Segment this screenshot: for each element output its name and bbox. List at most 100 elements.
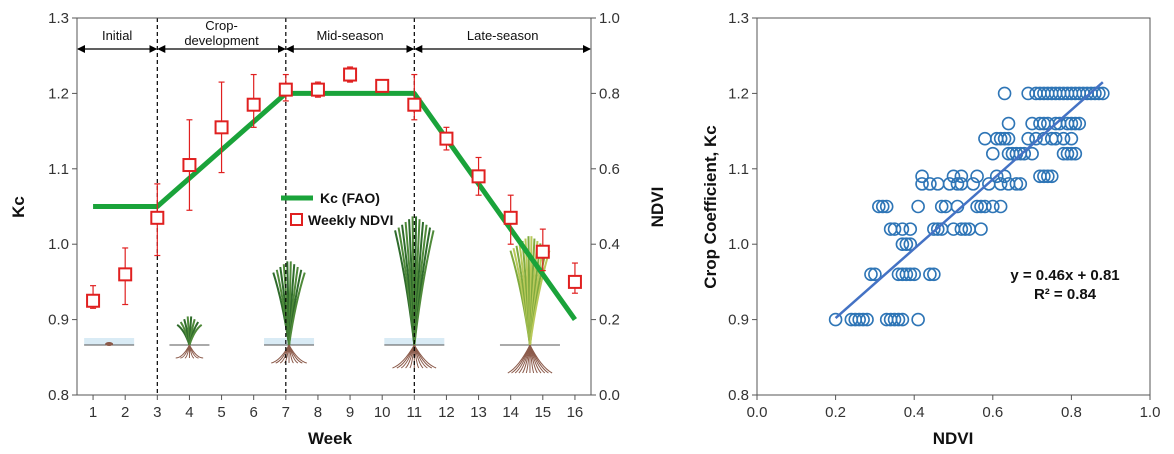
- scatter-point: [828, 312, 843, 327]
- scatter-point: [875, 199, 890, 214]
- ndvi-point: [471, 169, 486, 184]
- scatter-point: [946, 169, 961, 184]
- ndvi-point: [118, 267, 133, 282]
- scatter-point: [907, 267, 921, 282]
- x-tick-label: 1.0: [1140, 404, 1161, 421]
- scatter-point: [1037, 169, 1051, 184]
- scatter-point: [1009, 177, 1024, 191]
- scatter-point: [1021, 131, 1035, 146]
- x-tick-label: 10: [374, 404, 391, 421]
- scatter-point: [1048, 131, 1063, 146]
- leaf: [188, 323, 203, 346]
- leaf: [413, 230, 435, 346]
- plot-frame: [756, 17, 1151, 396]
- y-tick-label: 0.8: [728, 387, 749, 404]
- scatter-point: [1033, 116, 1047, 131]
- scatter-point: [903, 237, 918, 251]
- scatter-point: [895, 237, 910, 251]
- ndvi-point: [150, 210, 165, 225]
- ndvi-point: [278, 82, 293, 97]
- scatter-point: [1017, 146, 1032, 161]
- scatter-point: [1029, 131, 1043, 146]
- scatter-point: [927, 222, 941, 236]
- x-tick-label: 2: [121, 404, 129, 421]
- leaf: [288, 272, 306, 346]
- scatter-point: [911, 199, 925, 214]
- legend-kc-label: Kc (FAO): [320, 190, 380, 206]
- y-tick-label: 1.2: [728, 85, 749, 102]
- stage-label: development: [184, 33, 259, 48]
- x-tick-label: 13: [470, 404, 487, 421]
- scatter-point: [954, 222, 969, 236]
- root: [188, 344, 204, 359]
- scatter-point: [856, 312, 870, 327]
- ndvi-point: [214, 120, 229, 135]
- ndvi-point: [535, 244, 550, 259]
- y-tick-label: 1.0: [48, 236, 69, 253]
- y-axis-title: Kc: [9, 196, 28, 218]
- scatter-point: [1064, 116, 1079, 131]
- scatter-point: [899, 237, 914, 251]
- scatter-point: [915, 177, 929, 191]
- seed: [105, 342, 114, 346]
- y-tick-label: 0.9: [48, 312, 69, 329]
- scatter-point: [978, 131, 992, 146]
- y2-tick-label: 0.8: [599, 85, 620, 102]
- scatter-point: [1056, 131, 1071, 146]
- y-tick-label: 1.2: [48, 85, 69, 102]
- scatter-point: [852, 312, 866, 327]
- scatter-point: [927, 267, 941, 282]
- scatter-point: [860, 312, 874, 327]
- x-tick-label: 9: [346, 404, 354, 421]
- scatter-point: [1041, 169, 1055, 184]
- scatter-point: [930, 222, 945, 236]
- ndvi-point: [375, 78, 390, 93]
- x-tick-label: 15: [534, 404, 551, 421]
- x-tick-label: 0.8: [1061, 404, 1082, 421]
- scatter-point: [903, 267, 918, 282]
- scatter-point: [872, 199, 886, 214]
- ndvi-point: [407, 97, 422, 112]
- stage-label: Late-season: [467, 28, 539, 43]
- scatter-point: [1072, 116, 1087, 131]
- x-axis-title: NDVI: [933, 429, 974, 448]
- scatter-point: [1068, 116, 1083, 131]
- rice-plant-illustration: [169, 316, 210, 359]
- stage-label: Initial: [102, 28, 132, 43]
- y-tick-label: 1.1: [728, 161, 749, 178]
- scatter-point: [954, 169, 969, 184]
- y-tick-label: 0.9: [728, 312, 749, 329]
- root: [529, 344, 553, 374]
- root: [413, 344, 437, 369]
- scatter-point: [915, 169, 929, 184]
- root: [288, 344, 307, 364]
- scatter-point: [887, 312, 902, 327]
- scatter-point: [1092, 86, 1106, 101]
- y-tick-label: 1.3: [48, 10, 69, 27]
- scatter-point: [1025, 146, 1039, 161]
- scatter-point: [970, 169, 984, 184]
- x-tick-label: 16: [567, 404, 584, 421]
- rice-growth-illustrations: [84, 216, 560, 374]
- x-tick-label: 5: [217, 404, 225, 421]
- ndvi-point: [86, 293, 101, 308]
- scatter-point: [978, 199, 992, 214]
- scatter-point: [911, 312, 925, 327]
- kc-vs-ndvi-scatter: 0.8 0.9 1.0 1.1 1.2 1.3 0.0 0.2 0.4 0.6 0.8 1.0 y =…: [701, 10, 1161, 448]
- scatter-point: [1001, 131, 1016, 146]
- x-tick-label: 0.2: [825, 404, 846, 421]
- kc-ndvi-time-chart: Initial Crop-development Mid-season Late-se…: [9, 10, 667, 448]
- scatter-point: [950, 177, 965, 191]
- ndvi-point: [503, 210, 518, 225]
- scatter-point: [985, 199, 1000, 214]
- scatter-point: [993, 131, 1008, 146]
- y2-tick-label: 1.0: [599, 10, 620, 27]
- scatter-point: [895, 312, 910, 327]
- scatter-point: [887, 222, 902, 236]
- x-tick-label: 11: [407, 404, 423, 421]
- kc-fao-line: [93, 90, 577, 322]
- ndvi-point: [310, 82, 325, 97]
- scatter-point: [903, 222, 918, 236]
- scatter-point: [966, 177, 980, 191]
